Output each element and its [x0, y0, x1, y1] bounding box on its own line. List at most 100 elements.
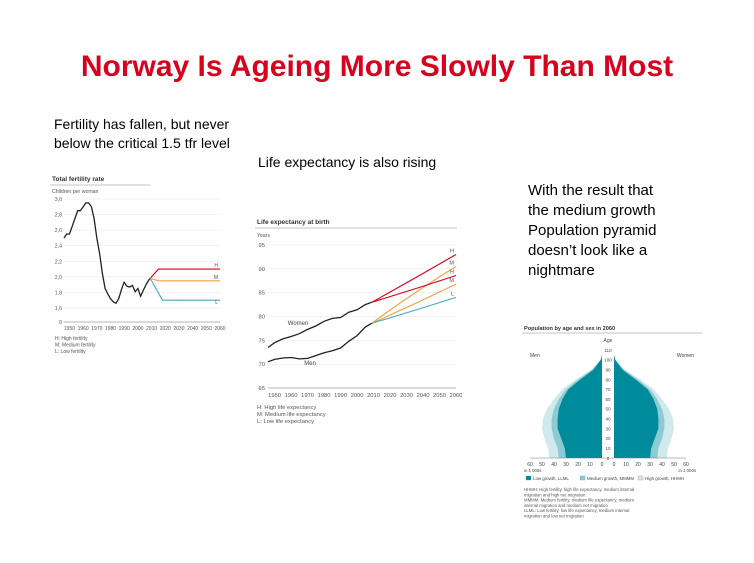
- life-ylabel: Years: [257, 233, 270, 239]
- life-note: L: Low life expectancy: [257, 419, 314, 425]
- pyramid-xtick-right: 0: [613, 462, 616, 468]
- pyramid-xtick-left: 30: [563, 462, 569, 468]
- pyramid-age-tick: 60: [605, 397, 611, 402]
- life-series-label-h: H: [450, 249, 454, 255]
- fertility-ytick: 2,0: [55, 275, 62, 281]
- pyramid-note: migration and high net migration: [524, 492, 586, 497]
- pyramid-note: HHMH: High fertility, high life expectan…: [524, 487, 634, 492]
- pyramid-age-tick: 100: [604, 358, 612, 363]
- life-projection-l-4: [371, 296, 457, 324]
- fertility-xtick: 2000: [132, 326, 143, 332]
- slide-title: Norway Is Ageing More Slowly Than Most: [80, 50, 674, 83]
- fertility-history-line: [63, 202, 151, 305]
- fertility-xtick: 1990: [119, 326, 130, 332]
- pyramid-xtick-right: 20: [635, 462, 641, 468]
- life-ytick: 65: [259, 386, 265, 392]
- result-caption-line-2: the medium growth: [528, 202, 656, 219]
- pyramid-xtick-right: 60: [683, 462, 689, 468]
- pyramid-legend-label: Low growth, LLML: [533, 476, 569, 481]
- fertility-projection-h: [149, 268, 220, 279]
- life-note: M: Medium life expectancy: [257, 412, 326, 418]
- result-caption-line-4: doesn’t look like a: [528, 242, 648, 259]
- life-series-label-m: M: [449, 278, 454, 284]
- fertility-note: H: High fertility: [55, 336, 88, 342]
- life-projection-m-1: [371, 266, 457, 324]
- pyramid-age-tick: 40: [605, 417, 611, 422]
- fertility-xtick: 2040: [187, 326, 198, 332]
- fertility-ytick: 2,2: [55, 259, 62, 265]
- fertility-note: L: Low fertility: [55, 349, 86, 355]
- life-xtick: 2000: [351, 393, 364, 399]
- fertility-ytick: 2,4: [55, 244, 62, 250]
- pyramid-age-tick: 90: [605, 367, 611, 372]
- life-caption: Life expectancy is also rising: [258, 154, 437, 170]
- fertility-xtick: 2060: [214, 326, 225, 332]
- fertility-xtick: 2010: [146, 326, 157, 332]
- pyramid-xtick-left: 60: [527, 462, 533, 468]
- fertility-ytick: 1,6: [55, 306, 62, 312]
- pyramid-xtick-right: 30: [647, 462, 653, 468]
- fertility-xtick: 2030: [173, 326, 184, 332]
- life-xtick: 2020: [384, 393, 397, 399]
- fertility-caption: Fertility has fallen, but never below th…: [54, 115, 230, 153]
- pyramid-age-tick: 80: [605, 377, 611, 382]
- fertility-xtick: 2050: [201, 326, 212, 332]
- life-xtick: 2060: [450, 393, 462, 399]
- pyramid-age-label: Age: [604, 338, 613, 344]
- life-xtick: 2010: [367, 393, 380, 399]
- life-xtick: 1980: [318, 393, 331, 399]
- fertility-ylabel: Children per woman: [52, 189, 99, 195]
- pyramid-age-tick: 30: [605, 426, 611, 431]
- fertility-projection-m: [150, 277, 220, 282]
- life-women-label: Women: [288, 321, 309, 327]
- pyramid-note: LLML: Low fertility, low life expectancy…: [524, 508, 629, 513]
- life-projection-m-3: [371, 283, 457, 324]
- life-series-label-l: L: [451, 291, 454, 297]
- fertility-caption-line-2: below the critical 1.5 tfr level: [54, 135, 230, 151]
- pyramid-legend-swatch: [637, 475, 644, 481]
- fertility-xtick: 1960: [78, 326, 89, 332]
- pyramid-xtick-left: 20: [575, 462, 581, 468]
- life-chart-title: Life expectancy at birth: [257, 219, 330, 226]
- life-women-history-line: [267, 301, 373, 349]
- pyramid-xtick-left: 0: [601, 462, 604, 468]
- fertility-xtick: 2020: [160, 326, 171, 332]
- pyramid-xtick-right: 40: [659, 462, 665, 468]
- fertility-series-label-m: M: [214, 275, 218, 281]
- life-projection-h-2: [371, 274, 457, 303]
- pyramid-xtick-right: 10: [623, 462, 629, 468]
- pyramid-low-growth-men: [557, 354, 602, 458]
- pyramid-xtick-left: 50: [539, 462, 545, 468]
- fertility-ytick: 2,6: [55, 228, 62, 234]
- pyramid-unit-left: in 1 000s: [524, 468, 541, 473]
- life-ytick: 90: [259, 267, 265, 273]
- pyramid-unit-right: in 1 000s: [679, 468, 696, 473]
- life-ytick: 75: [259, 338, 265, 344]
- fertility-ytick: 2,8: [55, 213, 62, 219]
- pyramid-xtick-left: 40: [551, 462, 557, 468]
- pyramid-legend-swatch: [525, 475, 532, 481]
- life-series-label-h: H: [450, 270, 454, 276]
- life-xtick: 1970: [301, 393, 314, 399]
- life-xtick: 1960: [285, 393, 298, 399]
- pyramid-low-growth-women: [614, 354, 659, 458]
- fertility-caption-line-1: Fertility has fallen, but never: [54, 116, 230, 132]
- life-xtick: 2040: [417, 393, 430, 399]
- fertility-chart-title: Total fertility rate: [52, 176, 105, 183]
- fertility-ytick: 1,8: [55, 290, 62, 296]
- result-caption-line-1: With the result that: [528, 182, 654, 199]
- pyramid-legend-label: Medium growth, MMMM: [587, 476, 634, 481]
- pyramid-age-tick: 0: [607, 456, 610, 461]
- life-xtick: 2030: [400, 393, 413, 399]
- life-expectancy-chart: Life expectancy at birth Years 65 70 75 80 8…: [255, 219, 462, 425]
- life-xtick: 1990: [334, 393, 347, 399]
- fertility-xtick: 1970: [91, 326, 102, 332]
- pyramid-xtick-left: 10: [587, 462, 593, 468]
- life-men-history-line: [267, 322, 373, 363]
- pyramid-note: internal migration and medium net migrat…: [524, 503, 608, 508]
- life-men-label: Men: [304, 361, 316, 367]
- pyramid-legend-label: High growth, HHMH: [645, 476, 684, 481]
- life-ytick: 85: [259, 291, 265, 297]
- life-projection-h-0: [371, 254, 457, 303]
- fertility-note: M: Medium fertility: [55, 343, 96, 349]
